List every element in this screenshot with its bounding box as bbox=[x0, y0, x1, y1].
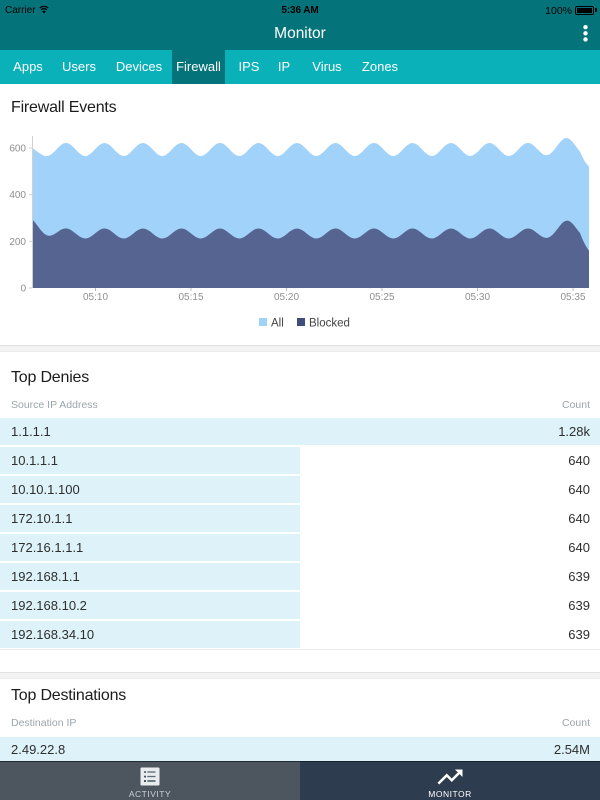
svg-text:05:35: 05:35 bbox=[560, 292, 585, 303]
svg-text:05:30: 05:30 bbox=[465, 292, 490, 303]
svg-text:05:20: 05:20 bbox=[274, 292, 299, 303]
svg-text:05:10: 05:10 bbox=[83, 292, 108, 303]
svg-text:05:25: 05:25 bbox=[369, 292, 394, 303]
svg-text:All: All bbox=[271, 318, 284, 330]
svg-text:05:15: 05:15 bbox=[178, 292, 203, 303]
svg-text:400: 400 bbox=[9, 190, 26, 201]
svg-text:0: 0 bbox=[20, 284, 26, 295]
svg-text:200: 200 bbox=[9, 237, 26, 248]
svg-text:Blocked: Blocked bbox=[309, 318, 350, 330]
svg-text:600: 600 bbox=[9, 144, 26, 155]
